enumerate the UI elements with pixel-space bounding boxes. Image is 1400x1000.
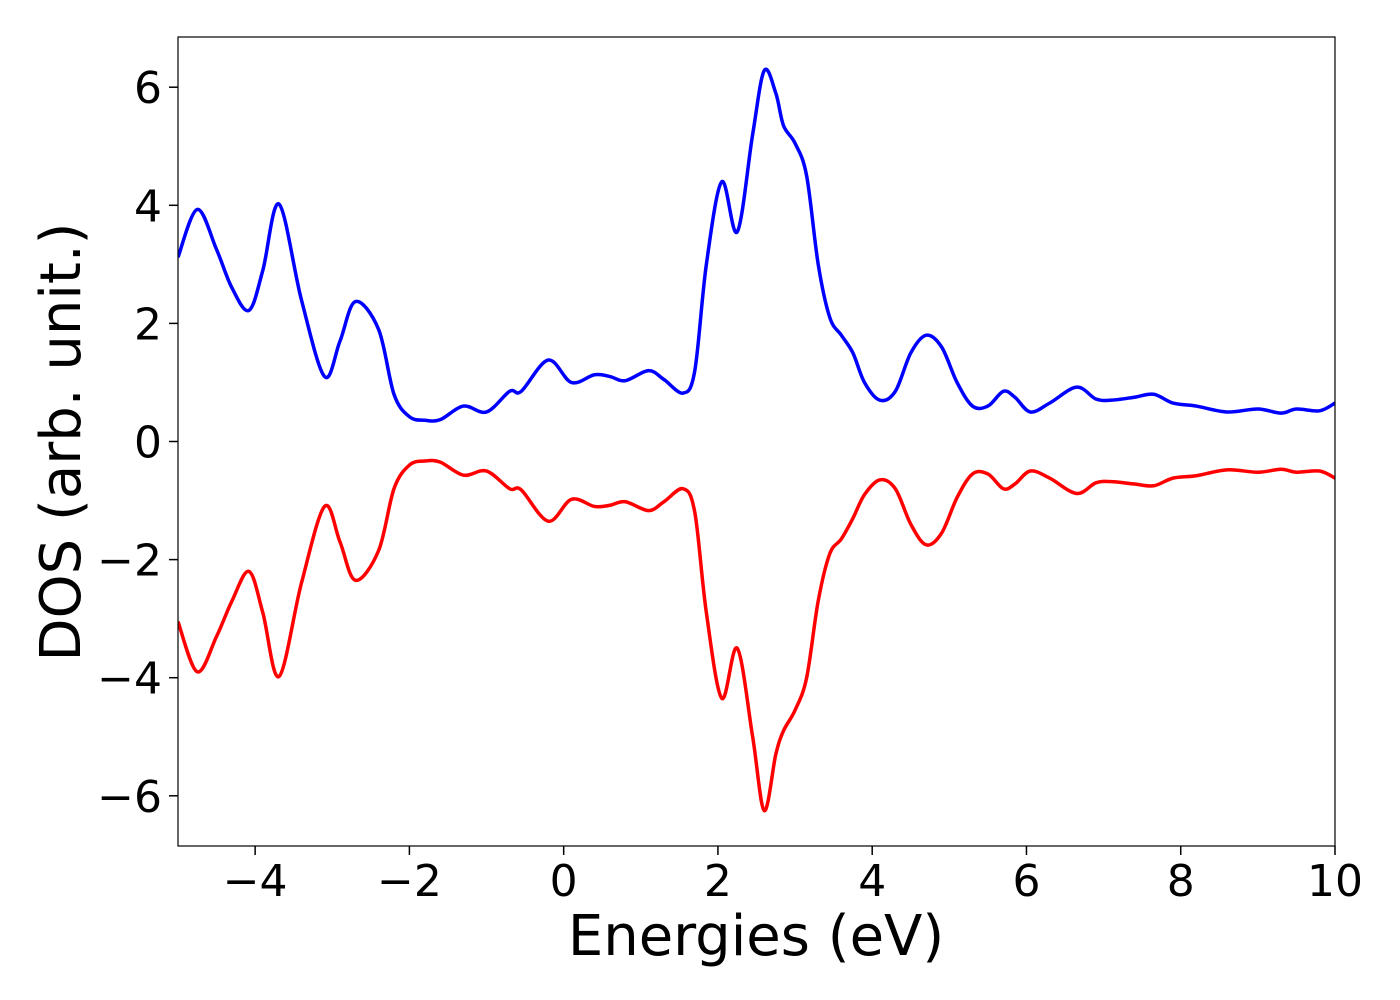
x-tick-label: 8 <box>1167 856 1195 907</box>
x-tick-label: 0 <box>550 856 578 907</box>
y-tick-label: 4 <box>134 181 162 232</box>
x-tick-label: 2 <box>704 856 732 907</box>
y-axis-label: DOS (arb. unit.) <box>29 222 94 661</box>
y-tick-label: 0 <box>134 418 162 469</box>
y-tick-label: 2 <box>134 299 162 350</box>
y-tick-label: 6 <box>134 63 162 114</box>
x-tick-label: −2 <box>377 856 442 907</box>
y-tick-label: −2 <box>97 536 162 587</box>
plot-frame <box>177 36 1336 847</box>
line-series <box>178 67 1335 423</box>
x-tick-label: 10 <box>1307 856 1363 907</box>
x-tick-label: −4 <box>223 856 288 907</box>
x-tick-label: 4 <box>858 856 886 907</box>
y-tick-label: −6 <box>97 772 162 823</box>
line-series <box>178 458 1335 813</box>
x-tick-label: 6 <box>1012 856 1040 907</box>
x-axis-label: Energies (eV) <box>568 904 944 969</box>
y-tick-label: −4 <box>97 654 162 705</box>
